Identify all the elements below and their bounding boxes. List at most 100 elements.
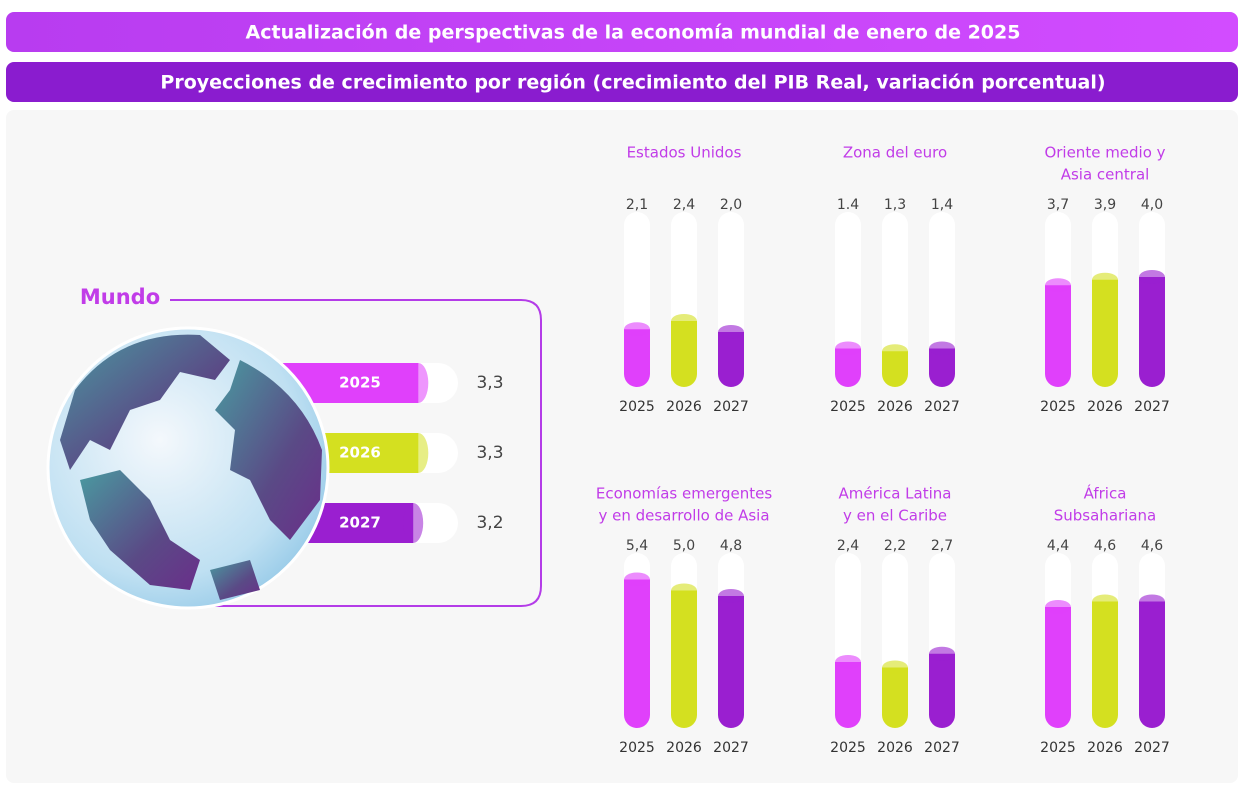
value-label: 4,8 (720, 538, 742, 554)
value-label: 3,7 (1047, 197, 1069, 213)
bar-cap (1092, 272, 1118, 287)
category-label: 2027 (1134, 740, 1170, 756)
value-label: 2,4 (673, 197, 695, 213)
bar-cap (671, 314, 697, 328)
category-label: 2026 (877, 740, 913, 756)
bar (624, 579, 650, 728)
bar (1045, 285, 1071, 387)
category-label: 2025 (339, 374, 381, 392)
category-label: 2025 (830, 399, 866, 415)
bar-cap (929, 646, 955, 661)
bar (929, 653, 955, 728)
value-label: 3,2 (476, 513, 503, 533)
category-label: 2025 (619, 399, 655, 415)
bar (1045, 607, 1071, 728)
value-label: 2,4 (837, 538, 859, 554)
value-label: 3,3 (476, 373, 503, 393)
value-label: 4,4 (1047, 538, 1069, 554)
bar-cap (882, 344, 908, 359)
category-label: 2027 (713, 740, 749, 756)
value-label: 4,6 (1141, 538, 1163, 554)
value-label: 2,2 (884, 538, 906, 554)
category-label: 2027 (339, 514, 381, 532)
region-title: y en el Caribe (843, 507, 947, 525)
bar-cap (718, 589, 744, 603)
subtitle: Proyecciones de crecimiento por región (… (160, 72, 1105, 94)
bar-cap (1092, 594, 1118, 609)
value-label: 2,1 (626, 197, 648, 213)
category-label: 2026 (666, 399, 702, 415)
category-label: 2026 (666, 740, 702, 756)
bar (835, 348, 861, 387)
category-label: 2026 (339, 444, 381, 462)
region-title: Estados Unidos (627, 144, 742, 162)
region-title: Economías emergentes (596, 485, 772, 503)
bar-cap (718, 325, 744, 339)
region-title: África (1084, 484, 1127, 503)
bar-cap (624, 322, 650, 337)
bar-cap (1045, 600, 1071, 614)
category-label: 2026 (877, 399, 913, 415)
value-label: 5,4 (626, 538, 648, 554)
title-bar (6, 12, 1238, 52)
bar (1092, 601, 1118, 728)
bar-cap (671, 583, 697, 598)
category-label: 2025 (1040, 740, 1076, 756)
bar-cap (1139, 270, 1165, 284)
value-label: 4,6 (1094, 538, 1116, 554)
world-frame (170, 299, 542, 607)
globe (46, 326, 330, 610)
category-label: 2026 (1087, 740, 1123, 756)
value-label: 3,9 (1094, 197, 1116, 213)
bar (882, 667, 908, 728)
bar-cap (408, 363, 429, 403)
world-title: Mundo (80, 285, 160, 309)
bar (624, 329, 650, 387)
bar (1139, 277, 1165, 387)
region-title: Subsahariana (1054, 507, 1156, 525)
bar (671, 321, 697, 387)
value-label: 1,4 (931, 197, 953, 213)
subtitle-bar (6, 62, 1238, 102)
bar-cap (835, 341, 861, 356)
category-label: 2025 (619, 740, 655, 756)
category-label: 2025 (1040, 399, 1076, 415)
region-title: y en desarrollo de Asia (598, 507, 769, 525)
value-label: 2,0 (720, 197, 742, 213)
region-title: Asia central (1061, 166, 1150, 184)
bar (718, 596, 744, 728)
bar (1139, 601, 1165, 728)
category-label: 2027 (713, 399, 749, 415)
category-label: 2027 (924, 399, 960, 415)
bar (718, 332, 744, 387)
value-label: 4,0 (1141, 197, 1163, 213)
region-title: Zona del euro (843, 144, 947, 162)
bar-cap (929, 341, 955, 356)
bar-cap (1139, 594, 1165, 609)
bar-cap (403, 503, 424, 543)
bar-cap (1045, 278, 1071, 293)
bar-cap (408, 433, 429, 473)
bar (671, 590, 697, 728)
regions: Estados Unidos 2,1 2025 2,4 2026 2,0 2027 Zona … (596, 144, 1170, 757)
value-label: 1,3 (884, 197, 906, 213)
bar (835, 662, 861, 728)
bar-cap (835, 655, 861, 669)
bar (882, 351, 908, 387)
value-label: 2,7 (931, 538, 953, 554)
region-title: Oriente medio y (1044, 144, 1165, 162)
bar-cap (624, 572, 650, 587)
title: Actualización de perspectivas de la econ… (246, 22, 1021, 44)
region-title: América Latina (839, 485, 952, 503)
bar (1092, 279, 1118, 387)
bar-track (882, 212, 908, 387)
category-label: 2026 (1087, 399, 1123, 415)
category-label: 2027 (1134, 399, 1170, 415)
value-label: 1.4 (837, 197, 859, 213)
category-label: 2025 (830, 740, 866, 756)
category-label: 2027 (924, 740, 960, 756)
value-label: 5,0 (673, 538, 695, 554)
value-label: 3,3 (476, 443, 503, 463)
